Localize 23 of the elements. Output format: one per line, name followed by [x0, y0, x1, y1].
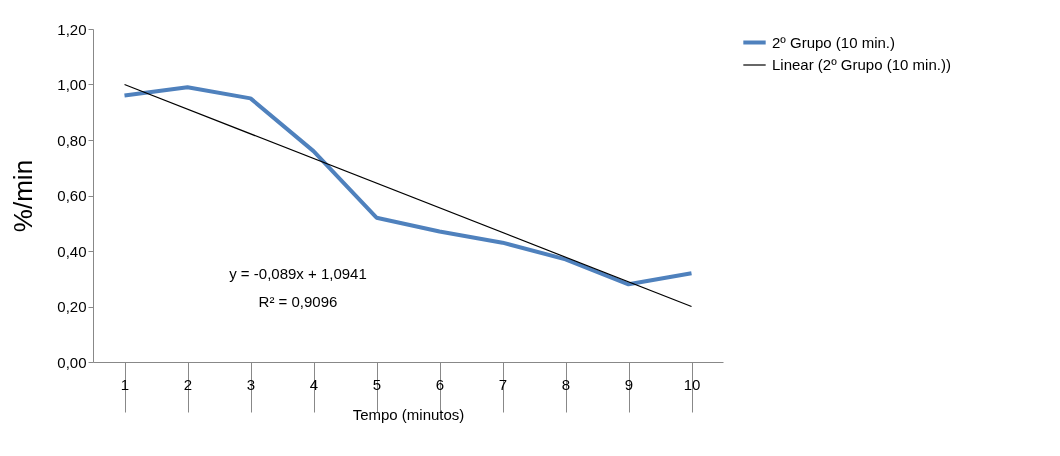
y-axis-title: %/min: [8, 159, 39, 233]
annotation: R² = 0,9096: [258, 293, 338, 310]
y-tick-label: 0,60: [57, 187, 87, 204]
x-tick-label: 4: [309, 375, 319, 393]
x-tick-label: 3: [246, 375, 256, 393]
x-tick-label: 8: [561, 375, 571, 393]
x-axis-title: Tempo (minutos): [352, 406, 465, 423]
x-tick-label: 9: [624, 375, 634, 393]
y-tick-label: 0,20: [57, 298, 87, 315]
y-tick-label: 0,40: [57, 242, 87, 260]
x-tick-label: 5: [372, 375, 382, 393]
x-tick-label: 10: [683, 375, 701, 393]
legend-label: Linear (2º Grupo (10 min.)): [772, 56, 951, 73]
x-tick-label: 6: [435, 375, 445, 393]
x-tick-label: 2: [183, 375, 193, 393]
x-tick-label: 1: [120, 375, 130, 393]
annotation: y = -0,089x + 1,0941: [229, 265, 367, 282]
x-tick-label: 7: [498, 375, 508, 393]
y-tick-label: 0,00: [57, 353, 87, 371]
legend-label: 2º Grupo (10 min.): [772, 33, 896, 51]
y-tick-label: 1,20: [57, 20, 87, 38]
y-tick-label: 0,80: [57, 131, 87, 149]
y-tick-label: 1,00: [57, 76, 87, 93]
